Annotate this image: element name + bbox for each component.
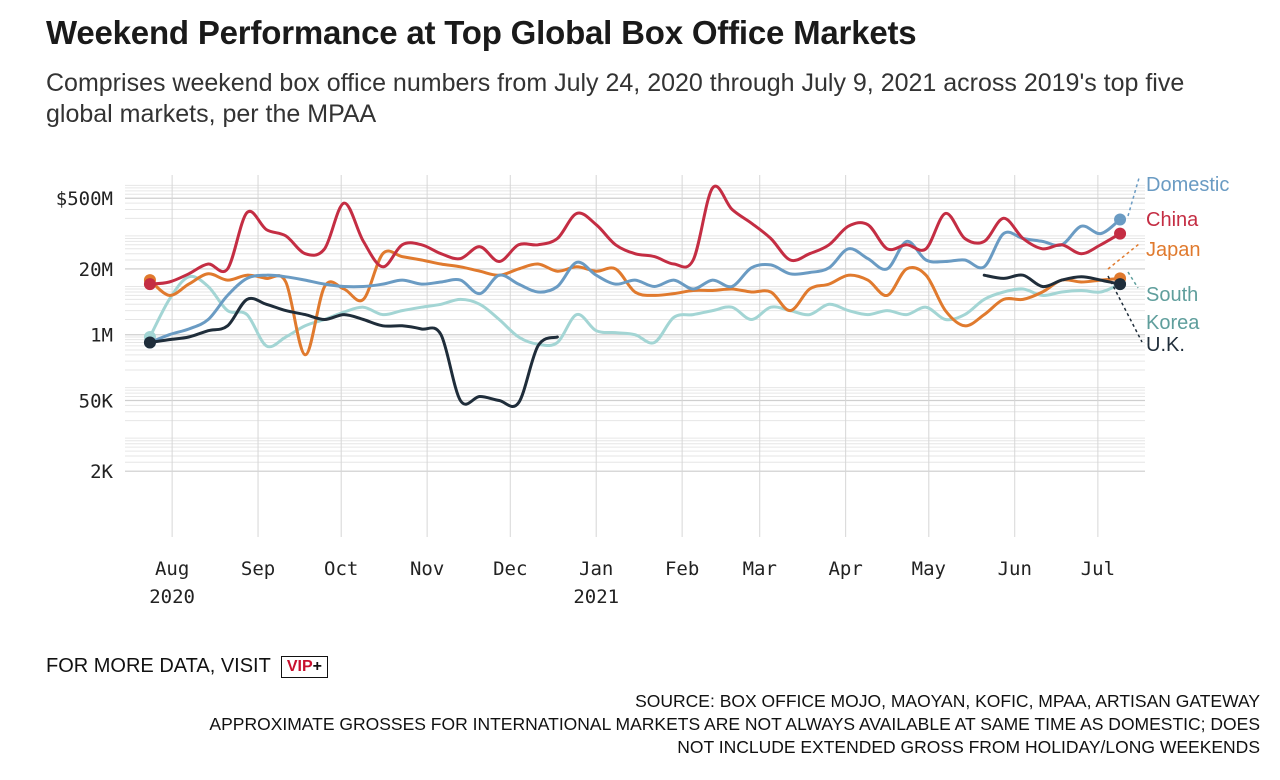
u-k--label: U.K.	[1146, 334, 1185, 356]
more-data-link[interactable]: FOR MORE DATA, VISIT VIP+	[46, 655, 328, 678]
x-tick-label: Nov	[410, 558, 444, 580]
x-tick-label: Dec	[493, 558, 527, 580]
south-korea-label: South	[1146, 284, 1198, 306]
domestic-label: Domestic	[1146, 174, 1229, 196]
u-k--line	[982, 273, 1122, 289]
x-tick-label: Oct	[324, 558, 358, 580]
x-tick-label: Jun	[998, 558, 1032, 580]
y-axis: 2K 50K 1M 20M $500M	[56, 188, 114, 483]
u-k--line	[148, 296, 559, 408]
x-tick-label: May	[912, 558, 946, 580]
y-tick-label: 20M	[79, 259, 113, 281]
japan-label: Japan	[1146, 239, 1201, 261]
gross-note-line1: APPROXIMATE GROSSES FOR INTERNATIONAL MA…	[209, 714, 1260, 734]
series-labels: South Korea Japan Domestic China U.K.	[1107, 174, 1229, 356]
u-k--leader-line	[1107, 275, 1143, 343]
chart-title: Weekend Performance at Top Global Box Of…	[46, 14, 917, 51]
x-tick-label: Jul	[1081, 558, 1115, 580]
y-tick-label: 1M	[90, 325, 113, 347]
japan-line	[148, 249, 1122, 357]
x-tick-label: Apr	[828, 558, 862, 580]
x-tick-label: Feb	[665, 558, 699, 580]
y-tick-label: 2K	[90, 461, 113, 483]
vip-badge-plus: +	[312, 657, 322, 675]
chart-subtitle: Comprises weekend box office numbers fro…	[46, 69, 1185, 128]
x-tick-label: Sep	[241, 558, 275, 580]
line-chart: 2K 50K 1M 20M $500M Aug 2020 Sep Oct Nov Dec Jan 20…	[56, 174, 1230, 608]
y-tick-label: $500M	[56, 188, 113, 210]
source-note: SOURCE: BOX OFFICE MOJO, MAOYAN, KOFIC, …	[635, 691, 1260, 711]
vip-plus-badge[interactable]: VIP+	[280, 655, 328, 678]
vip-badge-main: VIP	[286, 657, 313, 675]
domestic-leader-line	[1127, 177, 1140, 217]
china-line	[148, 184, 1122, 286]
gross-note-line2: NOT INCLUDE EXTENDED GROSS FROM HOLIDAY/…	[677, 737, 1260, 757]
china-start-point	[143, 278, 156, 291]
x-tick-label: Mar	[743, 558, 777, 580]
footnotes: SOURCE: BOX OFFICE MOJO, MAOYAN, KOFIC, …	[209, 690, 1260, 759]
more-data-text: FOR MORE DATA, VISIT	[46, 655, 271, 677]
x-tick-label: Jan	[579, 558, 613, 580]
south-korea-leader-line	[1127, 271, 1139, 289]
y-tick-label: 50K	[79, 391, 114, 413]
x-tick-year-label: 2020	[149, 586, 195, 608]
series-lines	[143, 184, 1127, 408]
china-end-point	[1114, 227, 1127, 240]
south-korea-label: Korea	[1146, 312, 1200, 334]
domestic-end-point	[1114, 213, 1127, 226]
u-k--end-point	[1114, 278, 1127, 291]
domestic-line	[148, 218, 1122, 344]
u-k--start-point	[143, 336, 156, 349]
x-tick-label: Aug	[155, 558, 189, 580]
japan-leader-line	[1107, 243, 1140, 270]
x-tick-year-label: 2021	[573, 586, 619, 608]
minor-gridlines	[125, 184, 1145, 472]
x-axis: Aug 2020 Sep Oct Nov Dec Jan 2021 Feb Mar Apr May Ju…	[149, 558, 1115, 608]
china-label: China	[1146, 209, 1199, 231]
south-korea-line	[148, 274, 1122, 349]
